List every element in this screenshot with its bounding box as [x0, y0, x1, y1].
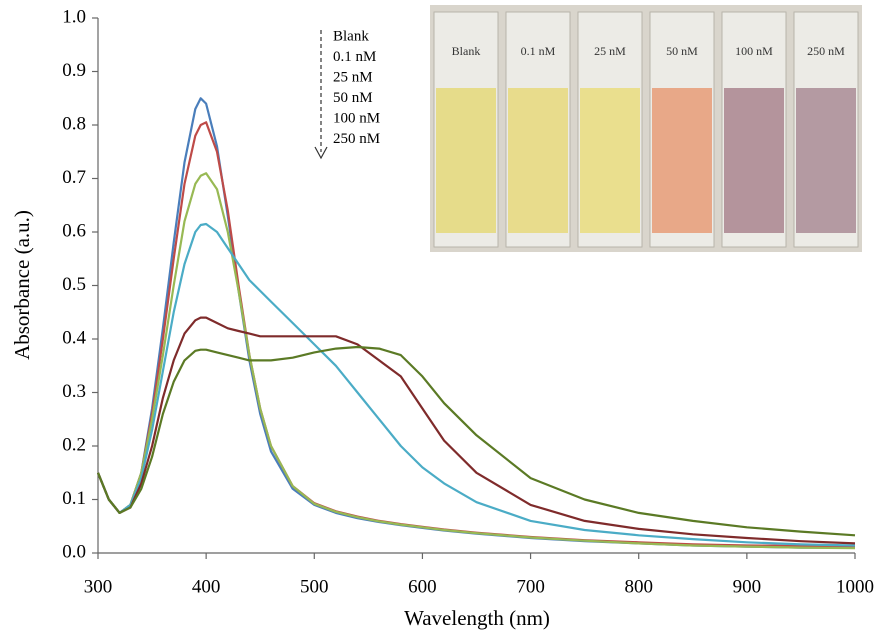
- cuvette-liquid: [508, 88, 568, 233]
- legend-label: 100 nM: [333, 110, 380, 126]
- cuvette-liquid: [724, 88, 784, 233]
- inset-photo: Blank 0.1 nM 25 nM 50 nM 100 nM 250 nM: [430, 5, 862, 252]
- y-tick-label: 0.9: [62, 60, 86, 81]
- series-line: [96, 345, 856, 537]
- x-tick-label: 300: [84, 576, 113, 597]
- legend-arrowhead: [314, 146, 328, 160]
- legend-label: 50 nM: [333, 90, 373, 106]
- y-tick-label: 0.7: [62, 167, 86, 188]
- series-line: [96, 316, 856, 545]
- series-line: [96, 172, 856, 550]
- y-tick-label: 0.8: [62, 113, 86, 134]
- y-tick-label: 0.5: [62, 274, 86, 295]
- legend-label: Blank: [333, 28, 369, 44]
- x-tick-label: 500: [300, 576, 329, 597]
- cuvette-label: 250 nM: [807, 44, 845, 58]
- cuvette-liquid: [796, 88, 856, 233]
- x-tick-label: 1000: [836, 576, 874, 597]
- cuvette-label: 0.1 nM: [521, 44, 556, 58]
- legend-label: 0.1 nM: [333, 49, 376, 65]
- cuvette-label: Blank: [452, 44, 481, 58]
- cuvette-liquid: [436, 88, 496, 233]
- cuvette-label: 50 nM: [666, 44, 698, 58]
- y-tick-label: 0.2: [62, 434, 86, 455]
- x-tick-label: 400: [192, 576, 221, 597]
- x-axis-title: Wavelength (nm): [404, 606, 550, 630]
- x-tick-label: 800: [624, 576, 653, 597]
- x-tick-label: 700: [516, 576, 545, 597]
- y-tick-label: 0.1: [62, 488, 86, 509]
- photo-background: [430, 5, 862, 252]
- x-tick-label: 900: [733, 576, 762, 597]
- x-tick-label: 600: [408, 576, 437, 597]
- y-tick-label: 0.3: [62, 381, 86, 402]
- legend-label: 25 nM: [333, 69, 373, 85]
- cuvette-liquid: [652, 88, 712, 233]
- cuvette-label: 100 nM: [735, 44, 773, 58]
- y-tick-label: 0.6: [62, 220, 86, 241]
- y-tick-label: 1.0: [62, 6, 86, 27]
- y-axis-title: Absorbance (a.u.): [10, 210, 34, 360]
- cuvette-label: 25 nM: [594, 44, 626, 58]
- y-tick-label: 0.0: [62, 541, 86, 562]
- cuvette-liquid: [580, 88, 640, 233]
- series-line: [96, 222, 856, 547]
- y-tick-label: 0.4: [62, 327, 86, 348]
- legend-label: 250 nM: [333, 131, 380, 147]
